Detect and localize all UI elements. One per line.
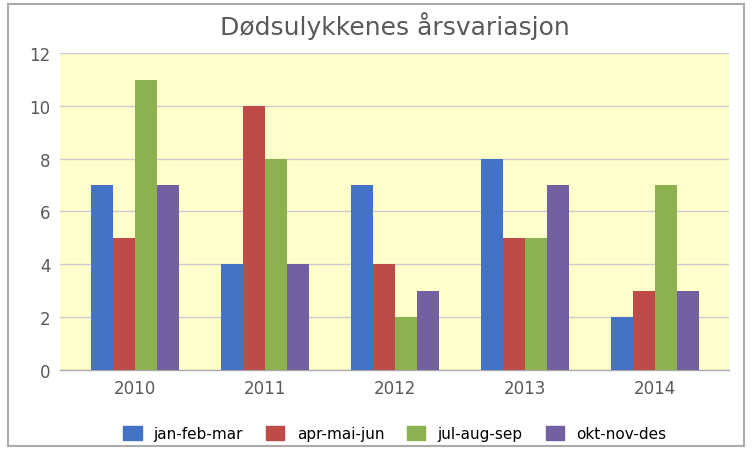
Title: Dødsulykkenes årsvariasjon: Dødsulykkenes årsvariasjon: [220, 12, 570, 40]
Bar: [655, 186, 677, 370]
Bar: [502, 238, 525, 370]
Bar: [525, 238, 547, 370]
Bar: [157, 186, 179, 370]
Bar: [417, 291, 439, 370]
Bar: [547, 186, 569, 370]
Bar: [220, 265, 243, 370]
Bar: [243, 107, 265, 370]
Bar: [350, 186, 373, 370]
Bar: [265, 159, 287, 370]
Bar: [395, 317, 417, 370]
Bar: [611, 317, 632, 370]
Bar: [632, 291, 655, 370]
Bar: [481, 159, 502, 370]
Bar: [90, 186, 113, 370]
Bar: [113, 238, 135, 370]
Bar: [677, 291, 699, 370]
Bar: [373, 265, 395, 370]
Bar: [287, 265, 309, 370]
Bar: [135, 80, 157, 370]
Legend: jan-feb-mar, apr-mai-jun, jul-aug-sep, okt-nov-des: jan-feb-mar, apr-mai-jun, jul-aug-sep, o…: [116, 419, 674, 449]
